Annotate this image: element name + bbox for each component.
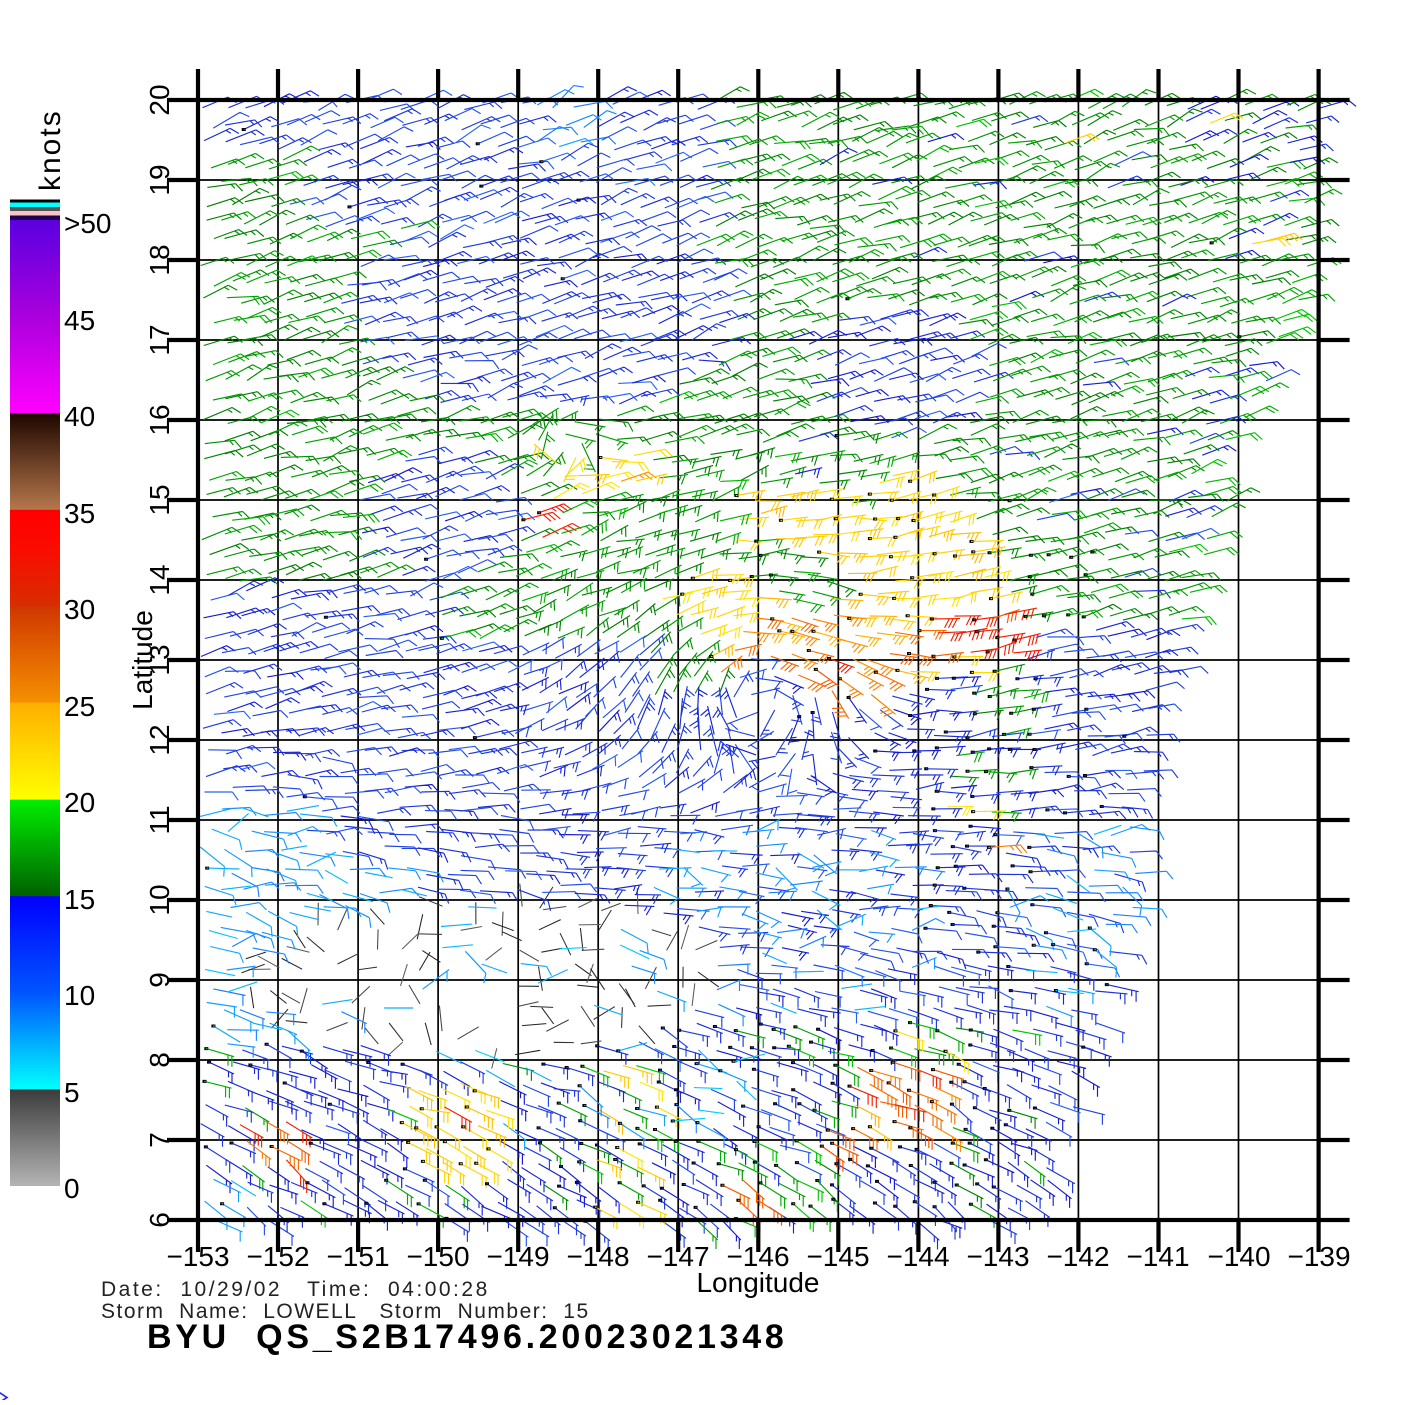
svg-text:15: 15 (144, 484, 175, 515)
svg-text:−149: −149 (486, 1241, 549, 1272)
svg-text:40: 40 (64, 401, 95, 432)
svg-text:−139: −139 (1287, 1241, 1350, 1272)
svg-text:−153: −153 (166, 1241, 229, 1272)
svg-text:9: 9 (144, 972, 175, 988)
svg-text:12: 12 (144, 724, 175, 755)
svg-text:14: 14 (144, 564, 175, 595)
svg-text:8: 8 (144, 1052, 175, 1068)
svg-text:Longitude: Longitude (696, 1267, 819, 1298)
svg-text:25: 25 (64, 691, 95, 722)
svg-text:7: 7 (144, 1132, 175, 1148)
svg-text:−142: −142 (1046, 1241, 1109, 1272)
svg-text:45: 45 (64, 305, 95, 336)
svg-text:10: 10 (64, 980, 95, 1011)
svg-text:18: 18 (144, 244, 175, 275)
svg-text:−152: −152 (246, 1241, 309, 1272)
svg-text:0: 0 (64, 1173, 80, 1204)
svg-text:BYU QS_S2B17496.20023021348: BYU QS_S2B17496.20023021348 (147, 1318, 787, 1356)
svg-text:−150: −150 (406, 1241, 469, 1272)
svg-text:−146: −146 (726, 1241, 789, 1272)
svg-text:knots: knots (34, 109, 67, 191)
svg-text:Date: 10/29/02 Time: 04:00: Date: 10/29/02 Time: 04:00:28 (101, 1278, 490, 1301)
svg-text:−140: −140 (1207, 1241, 1270, 1272)
svg-text:16: 16 (144, 404, 175, 435)
svg-text:Storm Name: LOWELL Storm: Storm Name: LOWELL Storm Number: 15 (101, 1300, 590, 1323)
svg-text:13: 13 (144, 644, 175, 675)
svg-text:20: 20 (64, 787, 95, 818)
svg-text:11: 11 (144, 805, 175, 834)
svg-text:17: 17 (144, 324, 175, 355)
svg-text:15: 15 (64, 884, 95, 915)
svg-text:10: 10 (144, 884, 175, 915)
svg-text:−148: −148 (566, 1241, 629, 1272)
svg-text:−145: −145 (806, 1241, 869, 1272)
svg-text:20: 20 (144, 84, 175, 115)
svg-text:−151: −151 (326, 1241, 389, 1272)
svg-text:−141: −141 (1126, 1241, 1189, 1272)
svg-text:−144: −144 (886, 1241, 949, 1272)
svg-text:>50: >50 (64, 208, 112, 239)
svg-text:35: 35 (64, 498, 95, 529)
svg-text:30: 30 (64, 594, 95, 625)
svg-text:−147: −147 (646, 1241, 709, 1272)
svg-text:5: 5 (64, 1077, 80, 1108)
svg-text:Latitude: Latitude (127, 610, 158, 710)
svg-text:6: 6 (144, 1212, 175, 1228)
svg-text:−143: −143 (966, 1241, 1029, 1272)
svg-text:19: 19 (144, 164, 175, 195)
